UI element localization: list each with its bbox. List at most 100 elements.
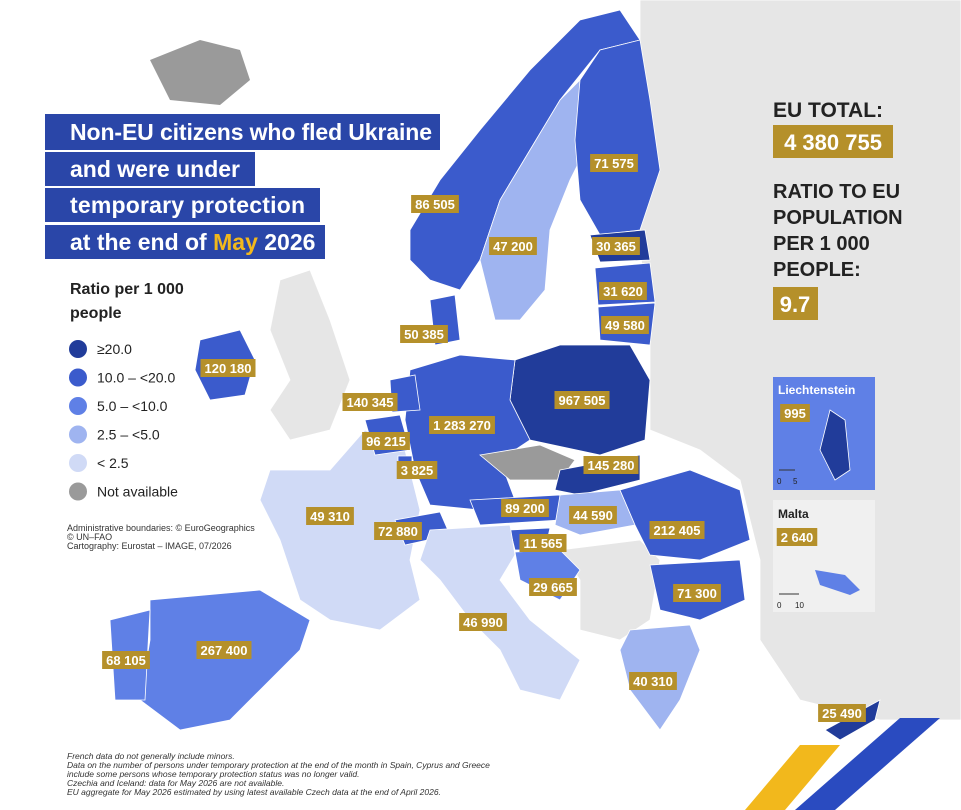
footnote: EU aggregate for May 2026 estimated by u…	[67, 787, 441, 797]
value-box	[374, 522, 422, 540]
value-box	[429, 416, 495, 434]
title-line: and were under	[70, 156, 240, 182]
scale-label: 0	[777, 601, 782, 610]
value-label: 30 365	[596, 239, 636, 254]
island	[815, 570, 860, 595]
title-box	[45, 225, 325, 259]
value-label: 995	[784, 406, 806, 421]
value-box	[601, 316, 649, 334]
value-label: 11 565	[523, 536, 562, 551]
legend-label: Not available	[97, 484, 178, 500]
value-box	[818, 704, 866, 722]
legend-swatch	[69, 397, 87, 415]
value-label: 2 640	[781, 530, 814, 545]
value-label: 3 825	[401, 463, 434, 478]
value-box	[196, 641, 252, 659]
uk	[269, 269, 351, 441]
value-box	[489, 237, 537, 255]
legend-swatch	[69, 482, 87, 501]
scale-label: 10	[795, 601, 804, 610]
value-box	[569, 506, 617, 524]
value-label: 40 310	[633, 674, 673, 689]
value-box	[673, 584, 721, 602]
title-box	[45, 152, 255, 186]
value-label: 47 200	[493, 239, 533, 254]
value-label: 46 990	[463, 615, 503, 630]
decoration	[795, 718, 940, 810]
value-box	[362, 432, 410, 450]
value-label: 49 580	[605, 318, 645, 333]
value-label: 212 405	[654, 523, 701, 538]
value-box	[400, 325, 448, 343]
country	[139, 589, 311, 731]
legend-swatch	[69, 340, 87, 358]
value-label: 71 300	[677, 586, 717, 601]
value-label: 25 490	[822, 706, 862, 721]
value-label: 31 620	[603, 284, 643, 299]
country	[419, 524, 581, 701]
legend-title: Ratio per 1 000	[70, 281, 184, 298]
country	[574, 39, 661, 236]
ratio-label: POPULATION	[773, 207, 903, 229]
value-label: 71 575	[594, 156, 634, 171]
value-label: 140 345	[347, 395, 394, 410]
value-box	[200, 359, 256, 377]
value-box	[590, 154, 638, 172]
credit: Administrative boundaries: © EuroGeograp…	[67, 523, 255, 533]
legend-label: 10.0 – <20.0	[97, 370, 175, 386]
country	[409, 9, 641, 291]
footnote: French data do not generally include min…	[67, 751, 235, 761]
value-box	[776, 528, 818, 546]
legend-label: 2.5 – <5.0	[97, 427, 160, 443]
title-text: 2026	[264, 229, 315, 255]
value-box	[519, 534, 567, 552]
value-label: 145 280	[588, 458, 635, 473]
value-box	[342, 393, 398, 411]
value-box	[629, 672, 677, 690]
ratio-label: RATIO TO EU	[773, 181, 900, 203]
ratio-label: PER 1 000	[773, 233, 870, 255]
title-line: at the end of May 2026	[70, 229, 315, 255]
scale-label: 5	[793, 477, 798, 486]
value-box	[396, 461, 438, 479]
decoration	[745, 745, 840, 810]
value-label: 50 385	[404, 327, 444, 342]
value-label: 267 400	[201, 643, 248, 658]
value-label: 44 590	[573, 508, 613, 523]
ratio-value: 9.7	[780, 292, 811, 317]
credit: © UN–FAO	[67, 532, 112, 542]
title-text: at the end of	[70, 229, 207, 255]
value-box	[459, 613, 507, 631]
value-box	[554, 391, 610, 409]
legend-swatch	[69, 454, 87, 472]
inset-title: Liechtenstein	[778, 383, 855, 397]
scale-label: 0	[777, 477, 782, 486]
value-label: 967 505	[559, 393, 606, 408]
ratio-label: PEOPLE:	[773, 259, 861, 281]
footnote: Data on the number of persons under temp…	[67, 760, 490, 770]
value-box	[773, 287, 818, 320]
value-labels: 120 180 86 505 47 200 71 575 30 365 31 620 49 …	[102, 154, 866, 722]
value-label: 120 180	[205, 361, 252, 376]
value-label: 49 310	[310, 509, 350, 524]
country	[259, 429, 421, 631]
legend-label: ≥20.0	[97, 341, 132, 357]
value-box	[102, 651, 150, 669]
title-line: Non-EU citizens who fled Ukraine	[70, 119, 432, 145]
value-label: 29 665	[533, 580, 573, 595]
country	[819, 409, 851, 481]
title-box	[45, 114, 440, 150]
value-box	[583, 456, 639, 474]
title-highlight: May	[213, 229, 258, 255]
value-box	[501, 499, 549, 517]
legend-label: 5.0 – <10.0	[97, 398, 168, 414]
legend-swatch	[69, 425, 87, 444]
inset-frame	[773, 500, 875, 612]
eu-total-label: EU TOTAL:	[773, 99, 883, 122]
value-label: 86 505	[415, 197, 455, 212]
value-label: 68 105	[106, 653, 146, 668]
value-box	[529, 578, 577, 596]
value-box	[411, 195, 459, 213]
inset-title: Malta	[778, 507, 809, 521]
